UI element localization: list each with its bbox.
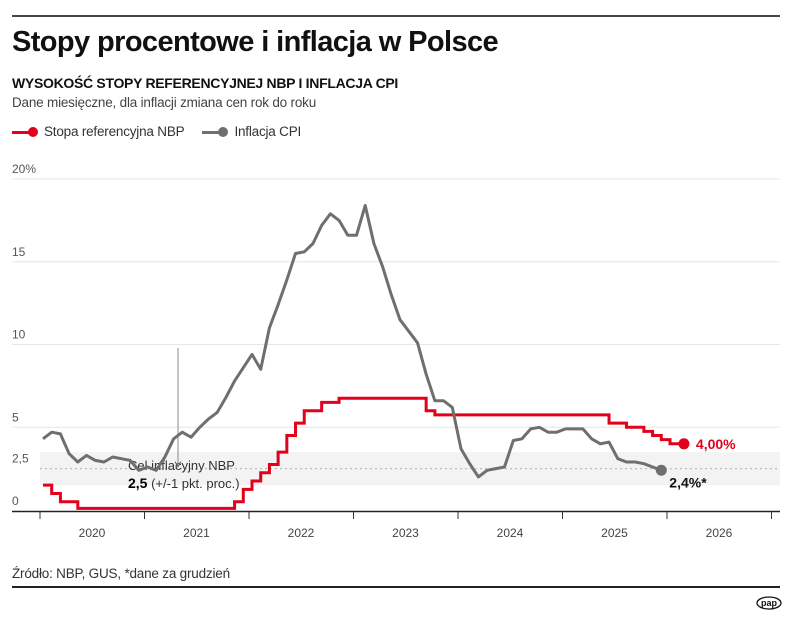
legend-item-cpi: Inflacja CPI xyxy=(202,124,301,139)
x-tick-label: 2026 xyxy=(706,526,733,540)
y-tick-label: 20% xyxy=(12,162,36,176)
source-note: Źródło: NBP, GUS, *dane za grudzień xyxy=(12,566,230,581)
x-tick-label: 2023 xyxy=(392,526,419,540)
page-title: Stopy procentowe i inflacja w Polsce xyxy=(12,26,499,58)
x-tick-label: 2025 xyxy=(601,526,628,540)
legend-label: Stopa referencyjna NBP xyxy=(44,124,185,139)
cpi-end-label: 2,4%* xyxy=(669,474,707,490)
rate-end-label: 4,00% xyxy=(696,436,736,452)
legend-swatch-rate xyxy=(12,126,38,137)
legend-swatch-cpi xyxy=(202,126,229,137)
y-tick-label: 0 xyxy=(12,494,19,508)
pap-logo: pap xyxy=(756,596,782,610)
rate-line xyxy=(43,396,684,510)
annotation-value: 2,5 (+/-1 pkt. proc.) xyxy=(128,475,240,491)
chart-description: Dane miesięczne, dla inflacji zmiana cen… xyxy=(12,95,317,110)
y-tick-label: 5 xyxy=(12,410,19,424)
y-tick-label: 10 xyxy=(12,328,26,342)
x-tick-label: 2022 xyxy=(288,526,315,540)
x-tick-label: 2020 xyxy=(79,526,106,540)
cpi-line xyxy=(42,204,662,479)
chart: 0 2,5 5 10 15 20% 2020 2021 2022 2023 2024 2025 2026… xyxy=(12,162,780,540)
annotation-title: Cel inflacyjny NBP xyxy=(128,458,235,473)
x-tick-label: 2021 xyxy=(183,526,210,540)
bottom-rule xyxy=(12,586,780,588)
annotation-arrow-head xyxy=(174,461,182,468)
legend-label: Inflacja CPI xyxy=(234,124,302,139)
legend-item-rate: Stopa referencyjna NBP xyxy=(12,124,185,139)
svg-text:pap: pap xyxy=(761,598,778,608)
chart-subtitle: WYSOKOŚĆ STOPY REFERENCYJNEJ NBP I INFLA… xyxy=(12,75,399,91)
x-tick-label: 2024 xyxy=(497,526,524,540)
rate-end-point xyxy=(678,438,690,450)
y-tick-label: 15 xyxy=(12,245,26,259)
legend: Stopa referencyjna NBP Inflacja CPI xyxy=(12,124,319,139)
cpi-end-point xyxy=(655,464,667,476)
y-tick-label: 2,5 xyxy=(12,452,29,466)
top-rule xyxy=(12,15,780,17)
